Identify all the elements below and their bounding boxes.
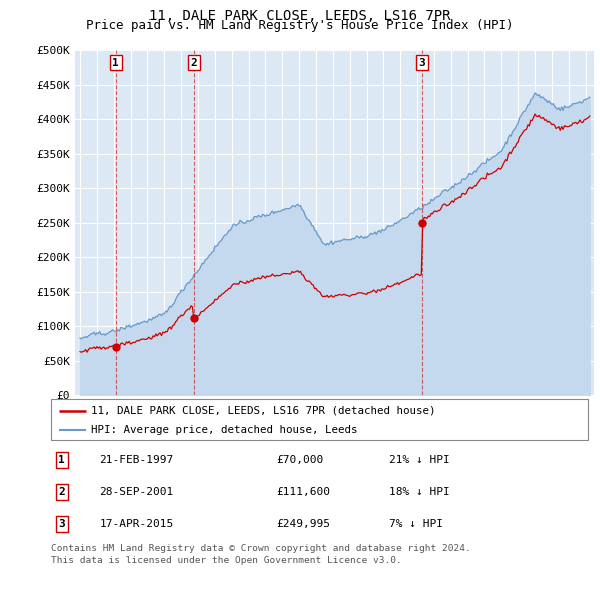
Text: This data is licensed under the Open Government Licence v3.0.: This data is licensed under the Open Gov… bbox=[51, 556, 402, 565]
Text: 2: 2 bbox=[190, 58, 197, 68]
Text: 7% ↓ HPI: 7% ↓ HPI bbox=[389, 519, 443, 529]
Text: 17-APR-2015: 17-APR-2015 bbox=[100, 519, 173, 529]
Text: 28-SEP-2001: 28-SEP-2001 bbox=[100, 487, 173, 497]
Text: 3: 3 bbox=[58, 519, 65, 529]
Text: £249,995: £249,995 bbox=[277, 519, 331, 529]
Text: 21-FEB-1997: 21-FEB-1997 bbox=[100, 455, 173, 465]
Text: 3: 3 bbox=[419, 58, 425, 68]
Text: £70,000: £70,000 bbox=[277, 455, 324, 465]
Text: 11, DALE PARK CLOSE, LEEDS, LS16 7PR (detached house): 11, DALE PARK CLOSE, LEEDS, LS16 7PR (de… bbox=[91, 406, 436, 416]
Text: 21% ↓ HPI: 21% ↓ HPI bbox=[389, 455, 450, 465]
Text: 11, DALE PARK CLOSE, LEEDS, LS16 7PR: 11, DALE PARK CLOSE, LEEDS, LS16 7PR bbox=[149, 9, 451, 23]
Text: 2: 2 bbox=[58, 487, 65, 497]
FancyBboxPatch shape bbox=[51, 399, 588, 440]
Text: £111,600: £111,600 bbox=[277, 487, 331, 497]
Text: Price paid vs. HM Land Registry's House Price Index (HPI): Price paid vs. HM Land Registry's House … bbox=[86, 19, 514, 32]
Text: Contains HM Land Registry data © Crown copyright and database right 2024.: Contains HM Land Registry data © Crown c… bbox=[51, 544, 471, 553]
Text: 18% ↓ HPI: 18% ↓ HPI bbox=[389, 487, 450, 497]
Text: 1: 1 bbox=[112, 58, 119, 68]
Text: HPI: Average price, detached house, Leeds: HPI: Average price, detached house, Leed… bbox=[91, 425, 358, 434]
Text: 1: 1 bbox=[58, 455, 65, 465]
